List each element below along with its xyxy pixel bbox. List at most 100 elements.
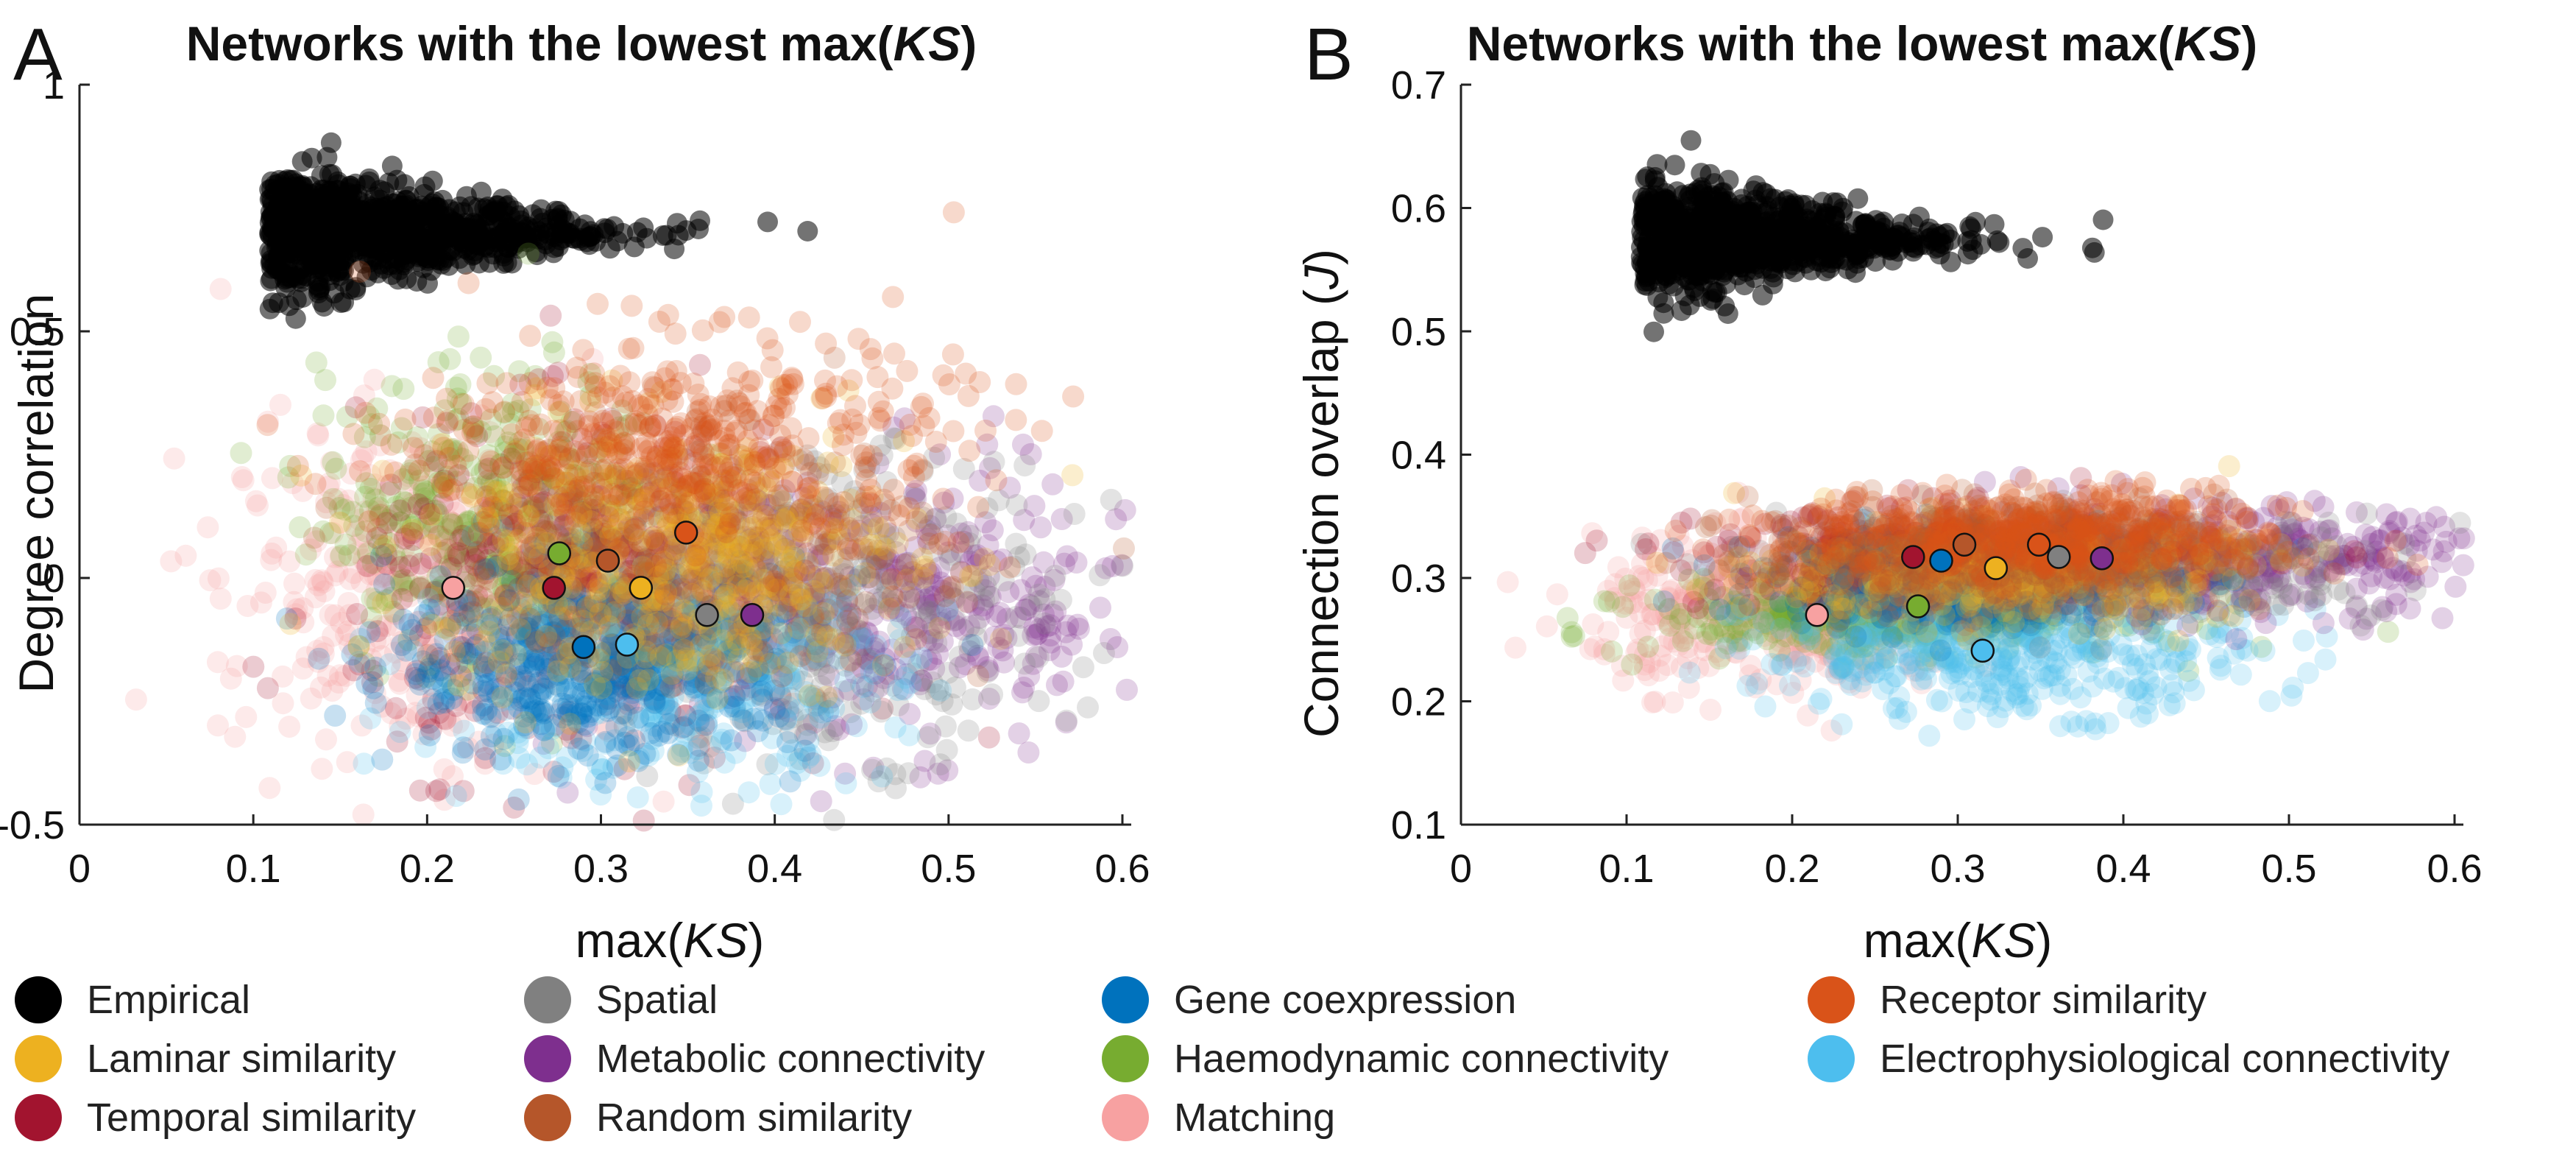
cloud-point	[352, 803, 375, 826]
cloud-point	[364, 691, 387, 714]
cloud-point	[1030, 420, 1053, 442]
cloud-point	[762, 570, 785, 593]
cloud-point	[981, 683, 1004, 706]
cloud-point	[420, 504, 442, 526]
cloud-point	[358, 510, 381, 533]
cloud-point	[433, 758, 456, 780]
cloud-point	[854, 562, 877, 585]
cloud-point	[684, 544, 707, 567]
cloud-point	[779, 770, 802, 793]
cloud-point	[206, 651, 229, 674]
cloud-point	[941, 343, 964, 366]
cloud-point	[476, 613, 498, 635]
cloud-point	[715, 521, 737, 543]
cloud-point	[373, 573, 396, 596]
cloud-point	[637, 669, 659, 691]
cloud-point	[467, 521, 490, 544]
cloud-point	[1063, 503, 1086, 525]
cloud-point	[714, 585, 737, 607]
cloud-point	[535, 625, 558, 648]
cloud-point	[626, 786, 649, 808]
cloud-point	[236, 595, 259, 617]
cloud-point	[830, 455, 853, 477]
cloud-point	[420, 534, 442, 557]
cloud-point	[523, 542, 546, 565]
cloud-point	[513, 521, 536, 544]
cloud-point	[737, 306, 760, 329]
cloud-point	[836, 537, 859, 560]
cloud-point	[715, 555, 737, 578]
cloud-point	[507, 788, 530, 811]
cloud-point	[1052, 670, 1075, 693]
cloud-point	[324, 705, 347, 727]
cloud-point	[377, 248, 398, 269]
cloud-point	[893, 635, 916, 658]
cloud-point	[973, 547, 996, 570]
cloud-point	[788, 617, 810, 640]
cloud-point	[1093, 642, 1115, 664]
cloud-point	[816, 625, 839, 648]
cloud-point	[815, 332, 838, 355]
cloud-point	[932, 487, 955, 510]
cloud-matching	[124, 278, 783, 826]
cloud-point	[279, 613, 302, 635]
cloud-point	[627, 462, 650, 485]
cloud-point	[882, 286, 905, 308]
cloud-point	[374, 535, 397, 557]
cloud-point	[418, 724, 441, 747]
cloud-point	[871, 765, 894, 788]
cloud-point	[355, 672, 378, 695]
cloud-point	[1027, 583, 1050, 606]
cloud-point	[1089, 564, 1111, 587]
cloud-point	[163, 447, 185, 470]
cloud-point	[1116, 678, 1138, 701]
cloud-point	[491, 686, 514, 709]
cloud-point	[652, 790, 675, 813]
cloud-point	[242, 655, 265, 678]
cloud-point	[934, 715, 957, 738]
cloud-point	[847, 328, 870, 350]
cloud-point	[974, 419, 997, 442]
cloud-point	[437, 618, 460, 641]
cloud-point	[244, 490, 267, 512]
cloud-point	[1033, 612, 1056, 635]
cloud-point	[967, 496, 990, 518]
cloud-point	[579, 226, 601, 247]
cloud-point	[760, 356, 782, 378]
cloud-point	[324, 564, 347, 587]
cloud-point	[652, 225, 673, 246]
cloud-point	[302, 526, 325, 549]
cloud-point	[737, 781, 760, 804]
cloud-point	[1005, 409, 1027, 431]
cloud-point	[618, 750, 640, 773]
cloud-point	[509, 618, 531, 641]
cloud-point	[308, 647, 330, 670]
cloud-point	[277, 256, 298, 278]
cloud-point	[470, 571, 493, 593]
cloud-point	[1061, 464, 1084, 487]
cloud-point	[308, 278, 330, 299]
cloud-point	[928, 532, 951, 555]
cloud-point	[442, 240, 464, 261]
cloud-point	[987, 489, 1010, 512]
cloud-point	[349, 460, 371, 483]
cloud-point	[977, 726, 1000, 749]
cloud-point	[751, 538, 774, 561]
cloud-point	[720, 729, 743, 752]
cloud-point	[836, 610, 859, 632]
cloud-empirical	[259, 132, 818, 329]
cloud-point	[961, 688, 984, 711]
cloud-point	[408, 779, 431, 802]
cloud-point	[275, 277, 297, 298]
cloud-point	[834, 670, 857, 693]
cloud-point	[384, 461, 407, 484]
cloud-point	[790, 519, 813, 542]
cloud-point	[942, 201, 965, 224]
cloud-point	[1067, 617, 1090, 640]
cloud-point	[1113, 537, 1135, 560]
cloud-point	[1005, 373, 1027, 395]
cloud-point	[928, 617, 951, 639]
cloud-point	[648, 724, 670, 747]
cloud-point	[389, 721, 411, 744]
cloud-point	[509, 671, 531, 694]
